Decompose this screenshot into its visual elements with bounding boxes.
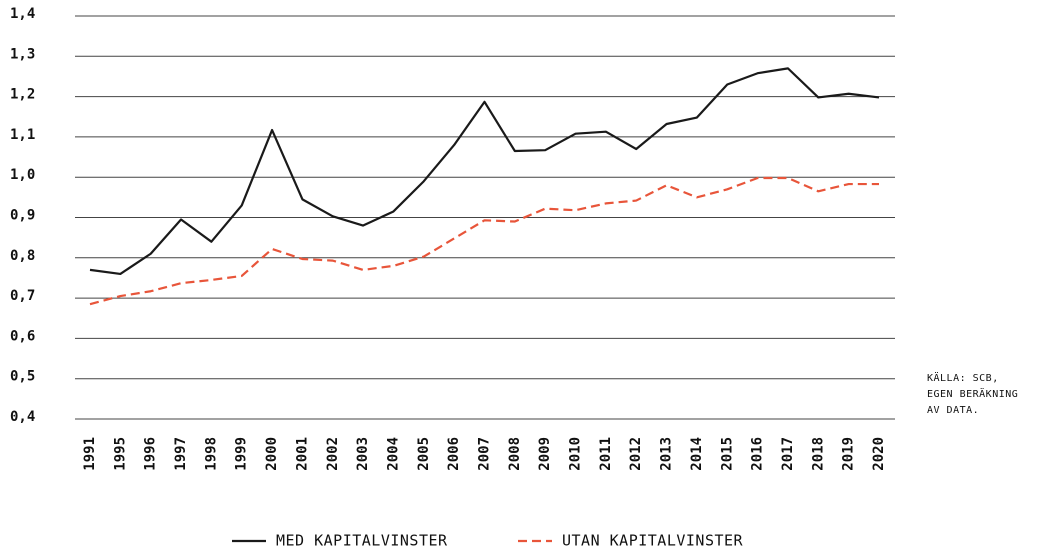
x-tick-label: 2018 bbox=[810, 437, 826, 471]
x-tick-label: 2006 bbox=[446, 437, 462, 471]
y-tick-label: 1,1 bbox=[10, 127, 35, 143]
x-tick-label: 2003 bbox=[355, 437, 371, 471]
y-tick-label: 1,0 bbox=[10, 167, 35, 183]
y-tick-label: 1,2 bbox=[10, 87, 35, 103]
series-line bbox=[89, 67, 880, 276]
x-tick-label: 2005 bbox=[416, 437, 432, 471]
legend-label: MED KAPITALVINSTER bbox=[276, 532, 448, 550]
series-line bbox=[89, 176, 879, 306]
y-tick-label: 0,8 bbox=[10, 248, 35, 264]
x-tick-label: 2015 bbox=[719, 437, 735, 471]
x-tick-label: 1995 bbox=[112, 437, 128, 471]
source-note: AV DATA. bbox=[927, 405, 979, 416]
x-tick-label: 2012 bbox=[628, 437, 644, 471]
y-tick-label: 0,4 bbox=[10, 409, 35, 425]
x-tick-label: 1991 bbox=[82, 437, 98, 471]
legend-label: UTAN KAPITALVINSTER bbox=[562, 532, 744, 550]
y-tick-label: 1,3 bbox=[10, 46, 35, 62]
source-note: EGEN BERÄKNING bbox=[927, 387, 1018, 400]
source-note: KÄLLA: SCB, bbox=[927, 371, 999, 384]
x-tick-label: 2014 bbox=[689, 437, 705, 471]
x-tick-label: 2009 bbox=[537, 437, 553, 471]
x-tick-label: 2007 bbox=[477, 437, 493, 471]
x-tick-label: 2020 bbox=[871, 437, 887, 471]
x-tick-label: 2002 bbox=[325, 437, 341, 471]
x-tick-label: 1996 bbox=[143, 437, 159, 471]
x-tick-label: 2008 bbox=[507, 437, 523, 471]
x-tick-label: 2011 bbox=[598, 437, 614, 471]
y-tick-label: 0,7 bbox=[10, 288, 35, 304]
x-tick-label: 1998 bbox=[203, 437, 219, 471]
y-tick-label: 0,5 bbox=[10, 369, 35, 385]
x-tick-label: 1999 bbox=[234, 437, 250, 471]
x-tick-label: 2010 bbox=[568, 437, 584, 471]
x-tick-label: 2000 bbox=[264, 437, 280, 471]
y-tick-label: 1,4 bbox=[10, 6, 35, 22]
x-tick-label: 2004 bbox=[385, 437, 401, 471]
y-tick-label: 0,9 bbox=[10, 208, 35, 224]
x-tick-label: 1997 bbox=[173, 437, 189, 471]
x-tick-label: 2017 bbox=[780, 437, 796, 471]
x-tick-label: 2001 bbox=[294, 437, 310, 471]
x-tick-label: 2016 bbox=[750, 437, 766, 471]
y-tick-label: 0,6 bbox=[10, 328, 35, 344]
x-tick-label: 2019 bbox=[841, 437, 857, 471]
x-tick-label: 2013 bbox=[659, 437, 675, 471]
